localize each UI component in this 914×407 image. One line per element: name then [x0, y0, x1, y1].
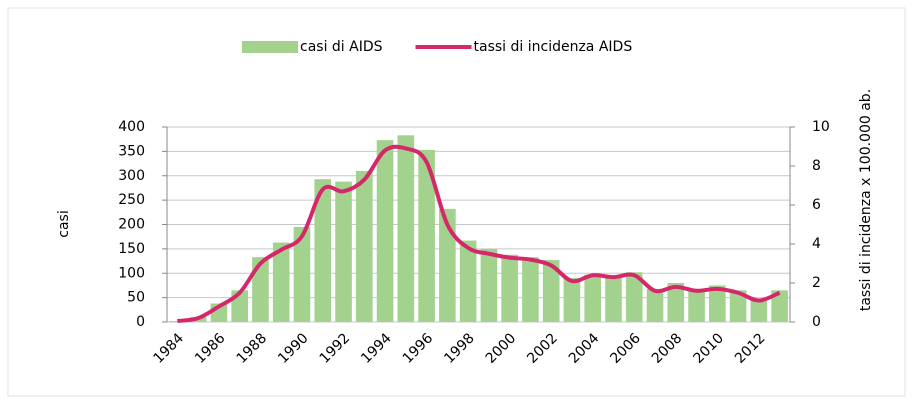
y2-tick-label: 8 — [812, 158, 821, 174]
chart-frame — [7, 7, 906, 397]
bar — [729, 290, 747, 322]
bar — [542, 260, 560, 322]
bar — [688, 288, 705, 322]
bar — [709, 285, 726, 322]
y-tick-label: 400 — [118, 119, 145, 135]
y-tick-label: 350 — [118, 143, 145, 159]
bar — [563, 278, 581, 322]
bar — [501, 254, 518, 322]
y-axis-label: casi — [56, 210, 72, 237]
bar — [584, 274, 602, 322]
legend-swatch — [242, 41, 298, 53]
bar — [646, 288, 664, 322]
legend-label: tassi di incidenza AIDS — [474, 39, 633, 55]
y-tick-label: 150 — [118, 241, 145, 257]
bar — [293, 226, 311, 322]
bar — [625, 272, 643, 322]
y2-tick-label: 6 — [812, 197, 821, 213]
y2-tick-label: 2 — [812, 275, 821, 291]
legend-label: casi di AIDS — [300, 39, 383, 55]
bar — [169, 321, 186, 322]
y-tick-label: 100 — [118, 265, 145, 281]
bar — [397, 135, 415, 322]
bar — [480, 248, 498, 322]
y-tick-label: 300 — [118, 168, 145, 184]
y-tick-label: 200 — [118, 217, 145, 233]
bar — [355, 170, 373, 322]
bar — [252, 257, 269, 322]
bar — [605, 275, 622, 322]
bar — [522, 257, 539, 322]
bar — [314, 179, 332, 322]
y-tick-label: 250 — [118, 192, 145, 208]
bar — [667, 283, 685, 322]
bar — [376, 140, 394, 322]
bar — [272, 242, 290, 322]
y-tick-label: 50 — [127, 290, 145, 306]
bar — [439, 208, 456, 322]
bar — [771, 290, 788, 322]
y2-tick-label: 0 — [812, 314, 821, 330]
bar — [335, 181, 352, 322]
bar — [418, 149, 435, 322]
line — [177, 144, 781, 324]
y2-tick-label: 10 — [812, 119, 830, 135]
y2-axis-label: tassi di incidenza x 100.000 ab. — [858, 89, 874, 311]
bar — [459, 240, 477, 322]
y-tick-label: 0 — [136, 314, 145, 330]
y2-tick-label: 4 — [812, 236, 821, 252]
bar — [750, 298, 768, 322]
